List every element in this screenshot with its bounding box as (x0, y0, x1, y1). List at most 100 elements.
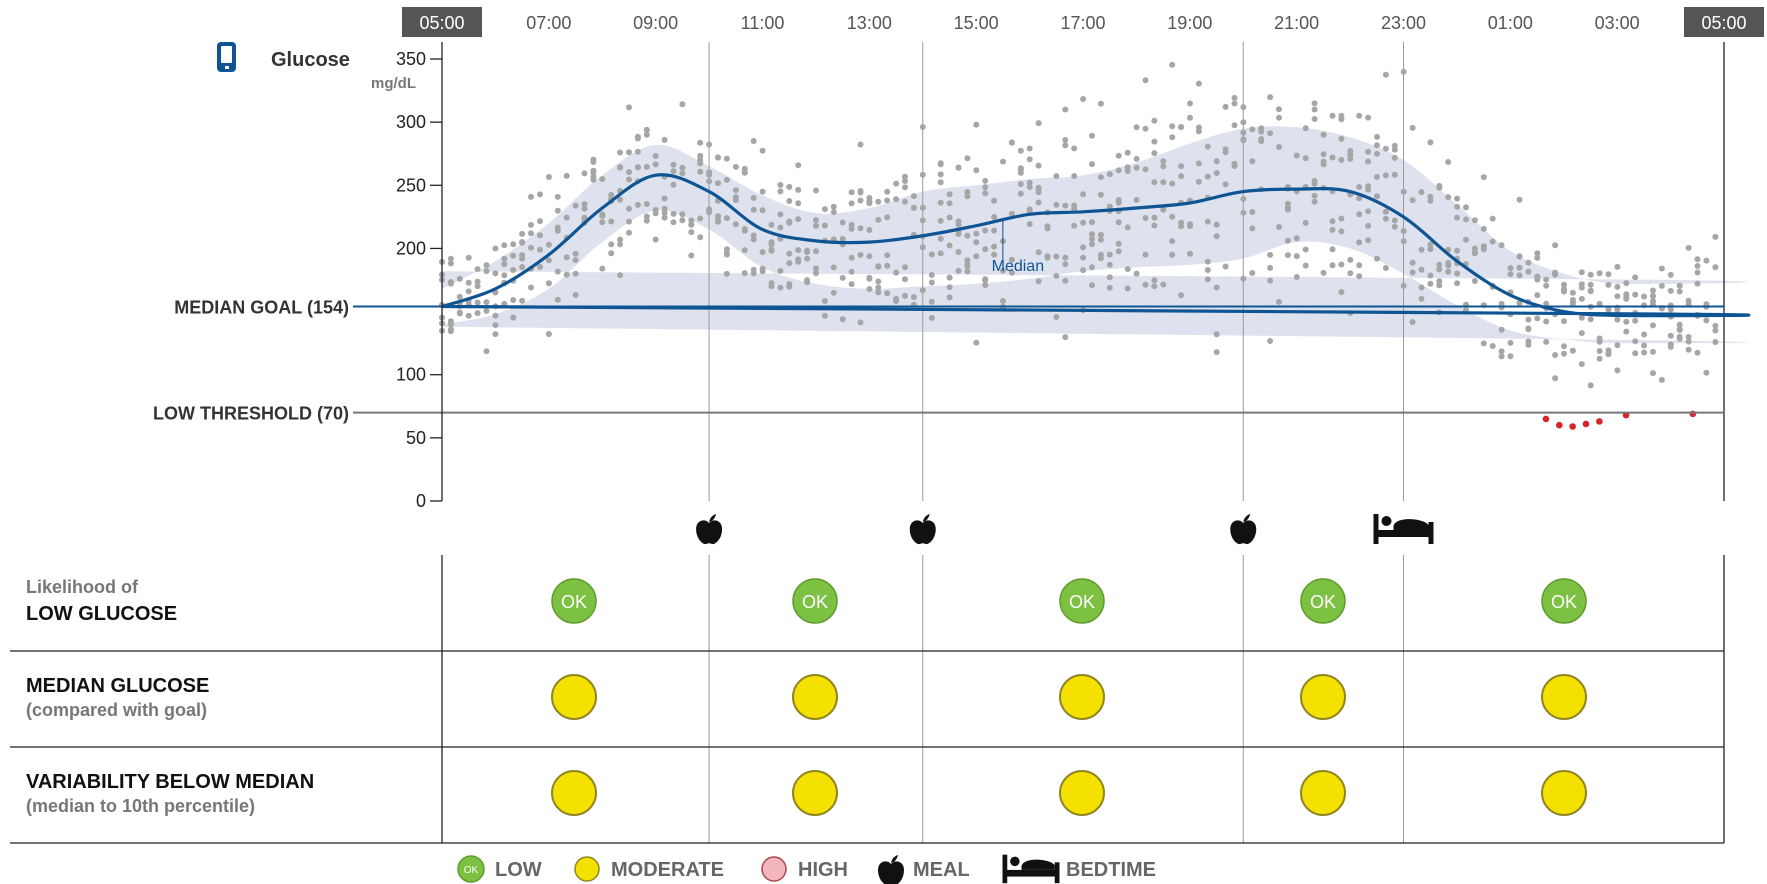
low-glucose-reading (1582, 420, 1590, 428)
glucose-reading (1614, 367, 1621, 374)
glucose-reading (1427, 139, 1434, 146)
glucose-reading (1026, 156, 1033, 163)
hour-label: 01:00 (1488, 13, 1533, 33)
glucose-reading (839, 316, 846, 323)
glucose-reading (1427, 280, 1434, 287)
glucose-reading (964, 268, 971, 275)
glucose-reading (732, 187, 739, 194)
glucose-reading (1115, 248, 1122, 255)
glucose-reading (1240, 136, 1247, 143)
glucose-reading (1409, 319, 1416, 325)
moderate-status-circle (792, 674, 838, 720)
glucose-reading (528, 244, 534, 251)
apple-leaf (1243, 514, 1251, 522)
glucose-reading (1311, 177, 1318, 184)
glucose-reading (723, 215, 730, 222)
glucose-reading (1204, 258, 1211, 265)
glucose-reading (1587, 281, 1594, 288)
glucose-reading (964, 232, 971, 239)
hour-label: 17:00 (1060, 13, 1105, 33)
glucose-reading (1187, 223, 1193, 229)
glucose-reading (1685, 334, 1692, 340)
glucose-reading (910, 204, 917, 211)
glucose-reading (1409, 269, 1416, 276)
glucose-reading (1703, 369, 1710, 376)
median-goal-label: MEDIAN GOAL (154) (174, 298, 349, 318)
bed-headboard (1373, 514, 1379, 544)
glucose-reading (1374, 255, 1380, 262)
glucose-reading (928, 314, 935, 321)
glucose-reading (1026, 221, 1033, 228)
glucose-reading (875, 289, 882, 296)
glucose-reading (1703, 317, 1710, 324)
glucose-reading (768, 283, 775, 290)
glucose-reading (1436, 182, 1443, 189)
glucose-reading (1641, 293, 1648, 300)
glucose-reading (982, 177, 989, 184)
moderate-status-circle (1300, 770, 1346, 816)
glucose-reading (1097, 191, 1104, 198)
glucose-reading (1195, 128, 1202, 135)
glucose-reading (1284, 237, 1291, 244)
glucose-reading (1071, 222, 1078, 229)
glucose-reading (1151, 222, 1158, 229)
glucose-reading (1471, 217, 1478, 224)
glucose-reading (1454, 203, 1461, 210)
glucose-reading (857, 197, 864, 204)
glucose-reading (501, 255, 508, 262)
glucose-reading (759, 249, 766, 256)
glucose-reading (1489, 238, 1496, 245)
bed-blanket (1393, 519, 1429, 530)
glucose-reading (1151, 138, 1158, 145)
glucose-reading (1169, 61, 1176, 68)
glucose-reading (554, 224, 561, 231)
glucose-reading (1026, 183, 1033, 190)
glucose-reading (1543, 338, 1550, 345)
glucose-reading (1160, 206, 1167, 213)
bed-head (1010, 856, 1020, 867)
moderate-status-circle (1300, 674, 1346, 720)
glucose-reading (510, 267, 517, 273)
glucose-reading (456, 309, 463, 316)
glucose-reading (1605, 271, 1612, 278)
glucose-reading (652, 207, 659, 213)
glucose-reading (545, 174, 552, 180)
glucose-reading (688, 229, 695, 236)
glucose-reading (813, 265, 819, 272)
glucose-reading (813, 248, 819, 255)
glucose-reading (1427, 193, 1434, 200)
glucose-reading (973, 239, 980, 246)
glucose-reading (964, 261, 971, 268)
glucose-reading (937, 179, 944, 186)
glucose-reading (982, 184, 989, 191)
glucose-reading (1632, 338, 1639, 345)
indicator-row: VARIABILITY BELOW MEDIAN (median to 10th … (26, 770, 1587, 816)
glucose-reading (1213, 349, 1220, 356)
glucose-reading (723, 155, 730, 162)
glucose-reading (1543, 300, 1550, 307)
ok-status-text: OK (1310, 592, 1336, 612)
ok-status-text: OK (802, 592, 828, 612)
glucose-reading (1578, 269, 1585, 276)
glucose-reading (581, 201, 588, 208)
apple-icon (1230, 514, 1257, 545)
glucose-reading (1106, 251, 1113, 258)
glucose-reading (1382, 215, 1389, 222)
moderate-status-circle (792, 770, 838, 816)
glucose-reading (1578, 284, 1585, 291)
hour-label: 11:00 (741, 13, 785, 33)
glucose-reading (893, 180, 900, 187)
glucose-reading (1017, 190, 1024, 197)
glucose-reading (537, 191, 543, 198)
glucose-reading (510, 297, 517, 303)
bed-icon (1373, 514, 1434, 544)
glucose-reading (1000, 158, 1006, 165)
glucose-reading (661, 205, 668, 212)
glucose-reading (1712, 327, 1719, 334)
glucose-reading (1561, 343, 1567, 350)
glucose-reading (1080, 96, 1087, 102)
hour-label-box (402, 7, 482, 37)
glucose-reading (1302, 246, 1309, 253)
glucose-reading (1204, 267, 1211, 273)
glucose-reading (1516, 272, 1523, 279)
